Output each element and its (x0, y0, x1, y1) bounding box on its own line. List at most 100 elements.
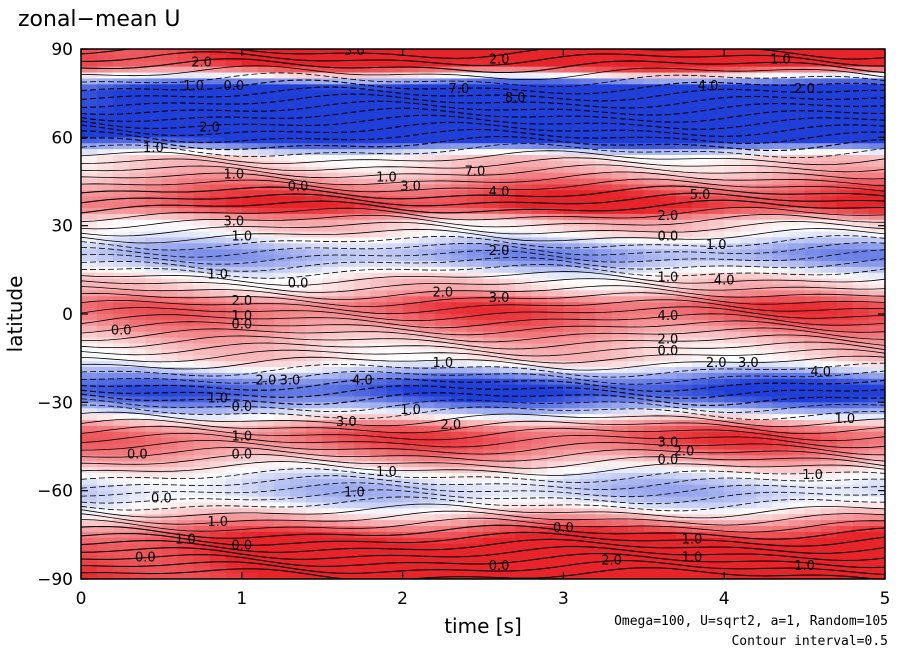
heatmap-cell (113, 54, 130, 62)
heatmap-cell (193, 331, 211, 339)
heatmap-cell (386, 543, 404, 551)
heatmap-cell (290, 249, 307, 256)
heatmap-cell (740, 437, 757, 445)
heatmap-cell (692, 160, 709, 168)
heatmap-cell (724, 526, 741, 533)
heatmap-cell (692, 308, 709, 315)
heatmap-cell (611, 449, 629, 456)
heatmap-cell (338, 396, 355, 403)
contour-label: 2.0 (191, 56, 212, 71)
heatmap-cell (193, 367, 211, 374)
heatmap-cell (483, 420, 500, 427)
heatmap-cell (241, 155, 259, 162)
parameters-note: Omega=100, U=sqrt2, a=1, Random=105 (614, 614, 888, 629)
heatmap-cell (161, 490, 179, 498)
heatmap-cell (499, 72, 516, 80)
heatmap-cell (692, 573, 709, 579)
heatmap-cell (852, 84, 870, 91)
heatmap-cell (708, 467, 725, 474)
heatmap-cell (322, 508, 339, 515)
heatmap-cell (724, 343, 741, 350)
heatmap-cell (161, 225, 179, 233)
heatmap-cell (579, 72, 597, 80)
heatmap-cell (740, 431, 757, 439)
heatmap-cell (209, 107, 227, 115)
heatmap-cell (418, 166, 436, 174)
heatmap-cell (97, 455, 114, 462)
contour-line-negative (81, 489, 885, 505)
heatmap-cell (531, 284, 548, 292)
heatmap-cell (692, 378, 709, 386)
heatmap-cell (322, 208, 339, 215)
heatmap-cell (209, 319, 227, 327)
heatmap-cell (740, 155, 757, 162)
heatmap-cell (370, 102, 388, 109)
heatmap-cell (483, 290, 500, 297)
heatmap-cell (531, 431, 548, 439)
heatmap-cell (868, 520, 885, 527)
heatmap-cell (370, 66, 388, 74)
heatmap-cell (868, 531, 885, 539)
heatmap-cell (370, 402, 388, 409)
heatmap-cell (499, 331, 516, 339)
heatmap-cell (161, 90, 179, 97)
heatmap-cell (177, 567, 195, 574)
heatmap-cell (515, 467, 532, 474)
heatmap-cell (740, 243, 757, 250)
heatmap-cell (483, 249, 500, 256)
heatmap-cell (354, 284, 372, 292)
heatmap-cell (563, 237, 581, 244)
heatmap-cell (466, 78, 484, 85)
heatmap-cell (483, 484, 500, 492)
heatmap-cell (804, 502, 822, 509)
heatmap-cell (515, 314, 532, 321)
heatmap-cell (466, 261, 484, 268)
heatmap-cell (740, 60, 757, 68)
heatmap-cell (193, 349, 211, 356)
heatmap-cell (756, 237, 774, 244)
heatmap-cell (692, 149, 709, 156)
heatmap-cell (659, 155, 677, 162)
heatmap-cell (466, 113, 484, 121)
heatmap-cell (804, 349, 822, 356)
heatmap-cell (595, 196, 613, 203)
heatmap-cell (418, 119, 436, 127)
heatmap-cell (225, 213, 243, 221)
heatmap-cell (627, 549, 645, 557)
heatmap-cell (338, 60, 355, 68)
heatmap-cell (145, 90, 162, 97)
heatmap-cell (563, 60, 581, 68)
heatmap-cell (193, 255, 211, 262)
heatmap-cell (708, 137, 725, 144)
heatmap-cell (756, 213, 774, 221)
heatmap-cell (643, 520, 661, 527)
heatmap-cell (273, 490, 291, 498)
heatmap-cell (788, 543, 806, 551)
heatmap-cell (177, 514, 195, 521)
heatmap-cell (290, 90, 307, 97)
heatmap-cell (257, 384, 275, 392)
heatmap-cell (675, 249, 693, 256)
heatmap-cell (627, 178, 645, 186)
heatmap-cell (627, 331, 645, 339)
contour-line-negative (81, 362, 885, 378)
heatmap-cell (257, 249, 275, 256)
heatmap-cell (434, 378, 452, 386)
heatmap-cell (724, 384, 741, 392)
heatmap-cell (193, 319, 211, 327)
heatmap-cell (418, 196, 436, 203)
heatmap-cell (643, 367, 661, 374)
heatmap-cell (273, 90, 291, 97)
heatmap-cell (692, 272, 709, 280)
heatmap-cell (852, 131, 870, 138)
heatmap-cell (193, 284, 211, 292)
heatmap-cell (611, 414, 629, 421)
heatmap-cell (386, 496, 404, 504)
heatmap-cell (177, 402, 195, 409)
contour-label: 2.0 (658, 209, 679, 224)
contour-line-positive (81, 538, 885, 554)
contour-line-negative (81, 100, 885, 116)
heatmap-cell (97, 125, 114, 133)
heatmap-cell (241, 72, 259, 80)
heatmap-cell (129, 196, 146, 203)
